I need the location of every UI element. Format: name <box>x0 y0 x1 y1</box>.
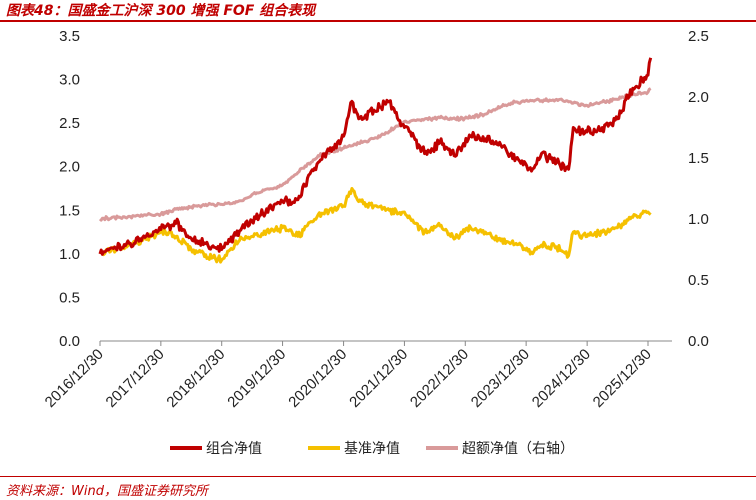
series-line-2 <box>98 87 652 222</box>
x-tick-label: 2023/12/30 <box>468 346 533 411</box>
y-left-tick-label: 1.5 <box>59 202 80 219</box>
x-tick-label: 2024/12/30 <box>529 346 594 411</box>
legend-label: 组合净值 <box>206 441 262 457</box>
y-left-tick-label: 2.0 <box>59 159 80 176</box>
x-tick-label: 2019/12/30 <box>224 346 289 411</box>
x-tick-label: 2020/12/30 <box>285 346 350 411</box>
x-tick-label: 2017/12/30 <box>103 346 168 411</box>
y-right-tick-label: 0.5 <box>688 272 709 289</box>
chart-title: 图表48：国盛金工沪深 300 增强 FOF 组合表现 <box>6 3 316 19</box>
x-tick-label: 2016/12/30 <box>42 346 107 411</box>
footer-divider <box>0 476 756 477</box>
title-divider <box>0 20 756 22</box>
x-tick-label: 2022/12/30 <box>407 346 472 411</box>
legend-label: 基准净值 <box>344 440 400 457</box>
y-left-tick-label: 0.5 <box>59 289 80 306</box>
y-left-tick-label: 1.0 <box>59 246 80 263</box>
y-right-tick-label: 1.5 <box>688 150 709 167</box>
legend-label: 超额净值（右轴） <box>462 441 574 457</box>
y-right-tick-label: 2.5 <box>688 28 709 45</box>
y-left-tick-label: 3.5 <box>59 28 80 45</box>
y-right-tick-label: 0.0 <box>688 333 709 350</box>
source-note: 资料来源：Wind，国盛证券研究所 <box>6 484 208 499</box>
y-left-tick-label: 2.5 <box>59 115 80 132</box>
y-left-tick-label: 0.0 <box>59 333 80 350</box>
x-tick-label: 2018/12/30 <box>163 346 228 411</box>
x-tick-label: 2025/12/30 <box>590 346 655 411</box>
y-left-tick-label: 3.0 <box>59 72 80 89</box>
line-chart: 0.0 0.5 1.0 1.5 2.0 2.5 3.0 3.5 0.0 0.5 1.0 1.5 2.0 2… <box>42 28 709 457</box>
series-line-1 <box>98 187 652 264</box>
series-line-0 <box>98 57 653 256</box>
y-right-tick-label: 2.0 <box>688 89 709 106</box>
y-right-tick-label: 1.0 <box>688 211 709 228</box>
x-tick-label: 2021/12/30 <box>346 346 411 411</box>
